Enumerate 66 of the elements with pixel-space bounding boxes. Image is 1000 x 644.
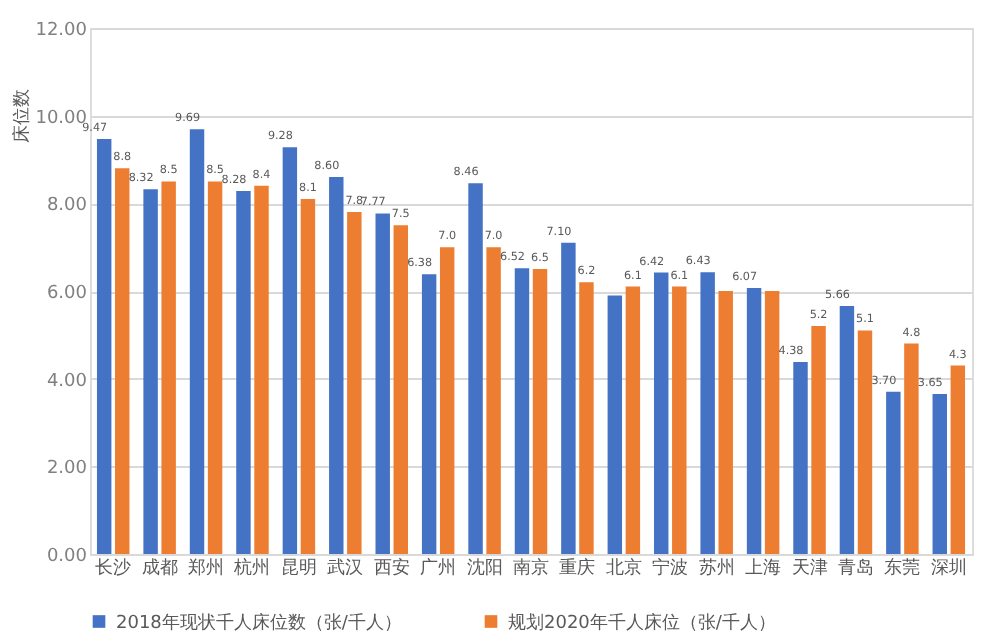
y-tick-label: 2.00 (46, 459, 88, 480)
bar (421, 274, 437, 554)
legend-label: 规划2020年千人床位（张/千人） (508, 611, 776, 634)
bar (718, 291, 733, 554)
x-tick-label: 沈阳 (466, 557, 503, 579)
y-axis-title: 床位数 (11, 89, 33, 143)
bar (579, 282, 594, 554)
bar (96, 138, 112, 554)
bar (607, 295, 623, 554)
bar (329, 177, 344, 554)
bar (375, 213, 390, 554)
bar (932, 394, 947, 554)
bar (439, 247, 455, 554)
bar (839, 305, 855, 554)
x-tick-label: 深圳 (930, 557, 967, 579)
y-tick-label: 4.00 (46, 371, 88, 392)
bar (672, 286, 687, 554)
bar (393, 225, 408, 554)
x-tick-label: 东莞 (884, 557, 921, 579)
bar (115, 168, 130, 554)
bar (561, 242, 576, 554)
bar (161, 181, 176, 554)
x-tick-label: 重庆 (559, 557, 596, 579)
x-tick-label: 青岛 (837, 557, 874, 579)
bar (282, 147, 298, 554)
y-tick-label: 12.00 (35, 21, 88, 41)
bar (886, 391, 901, 554)
x-tick-label: 杭州 (232, 557, 271, 579)
x-tick-label: 宁波 (652, 557, 689, 579)
y-tick-label: 6.00 (46, 284, 88, 304)
x-tick-label: 郑州 (188, 557, 225, 579)
bar (486, 247, 501, 554)
bar (793, 362, 808, 554)
bar (811, 326, 826, 554)
x-tick-label: 广州 (420, 557, 457, 579)
bar (700, 272, 715, 554)
x-tick-label: 成都 (141, 557, 178, 579)
x-tick-label: 武汉 (327, 557, 364, 579)
bar (654, 272, 669, 554)
bar (468, 183, 483, 554)
bar (189, 129, 205, 554)
bar (300, 198, 316, 554)
bar (764, 291, 780, 554)
bar (625, 286, 641, 554)
bar (514, 268, 530, 554)
x-tick-label: 苏州 (698, 557, 735, 579)
legend-label: 2018年现状千人床位数（张/千人） (116, 611, 402, 634)
x-tick-label: 昆明 (280, 557, 317, 579)
bar (143, 189, 158, 554)
bar (254, 185, 269, 554)
x-tick-label: 北京 (605, 557, 642, 579)
bar (904, 343, 919, 554)
bar (532, 269, 548, 554)
bar (236, 191, 251, 554)
x-tick-label: 西安 (373, 557, 410, 579)
y-tick-label: 8.00 (46, 196, 88, 217)
x-tick-label: 上海 (745, 557, 782, 579)
y-tick-label: 0.00 (46, 547, 88, 567)
bar (950, 365, 966, 554)
x-tick-label: 南京 (513, 557, 549, 579)
x-tick-label: 长沙 (95, 557, 132, 579)
bar (207, 181, 223, 554)
bar (746, 287, 762, 554)
bar (857, 330, 873, 554)
x-tick-label: 天津 (791, 557, 828, 579)
bar (347, 212, 362, 554)
